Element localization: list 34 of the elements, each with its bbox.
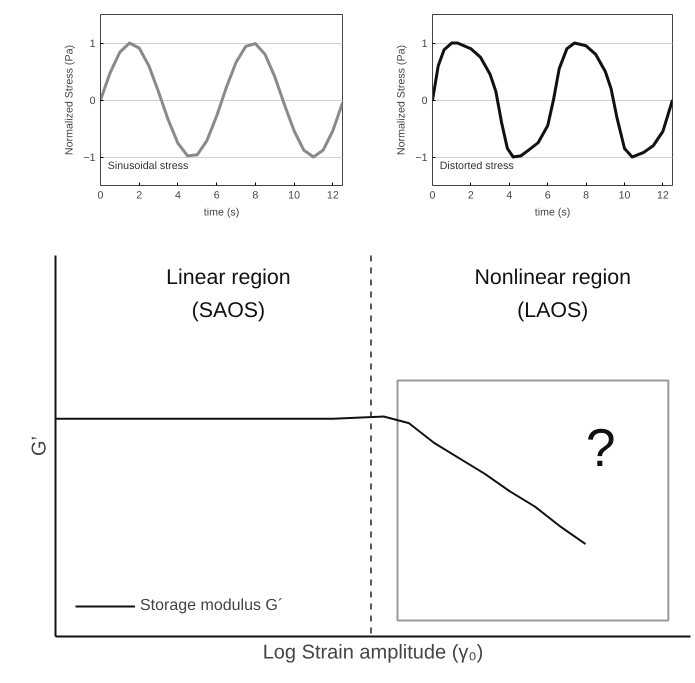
x-tick-label: 10 <box>288 190 300 202</box>
x-tick-label: 12 <box>656 190 669 202</box>
x-tick-label: 0 <box>430 190 436 202</box>
y-tick-label: 0 <box>90 95 96 107</box>
x-tick-label: 0 <box>98 190 104 202</box>
line-series <box>432 42 672 158</box>
annotation: Distorted stress <box>440 160 514 172</box>
y-axis-title: Normalized Stress (Pa) <box>63 44 76 156</box>
x-tick-label: 6 <box>214 190 220 202</box>
text: Nonlinear region (LAOS) <box>474 264 631 322</box>
x-tick-label: 4 <box>174 190 181 202</box>
y-axis-title: G’ <box>28 436 50 456</box>
x-tick-label: 4 <box>506 190 512 202</box>
x-tick-label: 2 <box>136 190 142 202</box>
annotation: Sinusoidal stress <box>108 160 188 172</box>
x-tick-label: 6 <box>544 190 551 202</box>
x-tick-label: 12 <box>326 190 339 202</box>
x-tick-label: 8 <box>252 190 258 202</box>
x-tick-label: 10 <box>618 190 630 202</box>
x-axis-title: time (s) <box>534 206 570 218</box>
legend-label: Storage modulus G´ <box>140 597 284 615</box>
y-tick-label: 1 <box>422 38 428 50</box>
y-tick-label: 1 <box>90 38 96 50</box>
y-tick-label: 0 <box>422 95 428 107</box>
x-axis-title: time (s) <box>204 206 240 218</box>
y-tick-label: −1 <box>83 152 96 164</box>
line-series <box>100 42 342 158</box>
x-tick-label: 2 <box>468 190 474 202</box>
y-tick-label: −1 <box>415 152 428 164</box>
text: Linear region (SAOS) <box>166 264 291 322</box>
y-axis-title: Normalized Stress (Pa) <box>395 44 408 156</box>
x-axis-title: Log Strain amplitude (γ₀) <box>262 642 484 664</box>
annotation: ? <box>586 419 616 478</box>
x-tick-label: 8 <box>583 190 590 202</box>
